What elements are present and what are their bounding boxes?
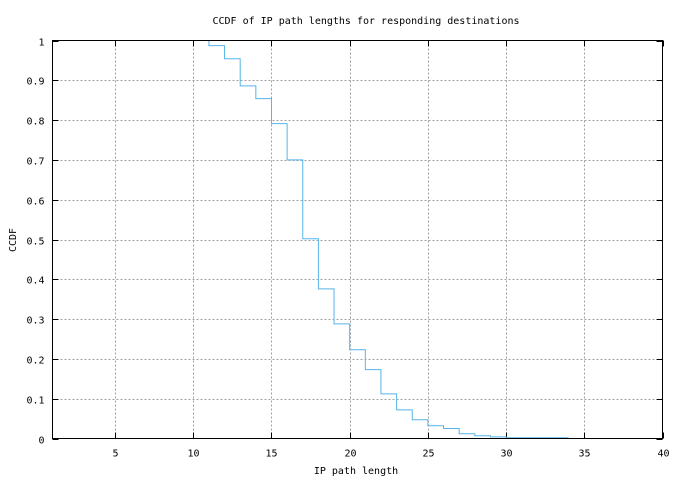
x-tick-label: 25 (422, 449, 434, 460)
x-tick-label: 40 (657, 449, 669, 460)
plot-frame (52, 40, 663, 439)
x-tick-label: 35 (578, 449, 590, 460)
x-tick-label: 5 (112, 449, 118, 460)
y-tick-label: 0.1 (26, 396, 44, 407)
ticks: 5 10 15 20 25 30 35 40 0 0.1 0.2 0.3 0.4 0.5 0.6 0.7 0.8… (26, 38, 669, 460)
ccdf-series-line (208, 40, 569, 439)
y-tick-label: 0.6 (26, 197, 44, 208)
y-tick-label: 0.3 (26, 316, 44, 327)
y-tick-label: 0.4 (26, 276, 44, 287)
y-tick-label: 0.7 (26, 157, 44, 168)
y-tick-label: 0.2 (26, 356, 44, 367)
y-axis-label: CCDF (8, 228, 19, 252)
x-tick-label: 15 (265, 449, 277, 460)
y-tick-label: 0.5 (26, 237, 44, 248)
x-tick-label: 20 (344, 449, 356, 460)
x-tick-label: 10 (187, 449, 199, 460)
x-tick-label: 30 (500, 449, 512, 460)
chart-title: CCDF of IP path lengths for responding d… (212, 16, 519, 27)
y-tick-label: 1 (38, 38, 44, 49)
x-axis-label: IP path length (314, 466, 398, 477)
y-tick-label: 0 (38, 436, 44, 447)
y-tick-label: 0.9 (26, 77, 44, 88)
y-tick-label: 0.8 (26, 117, 44, 128)
grid (52, 40, 663, 439)
